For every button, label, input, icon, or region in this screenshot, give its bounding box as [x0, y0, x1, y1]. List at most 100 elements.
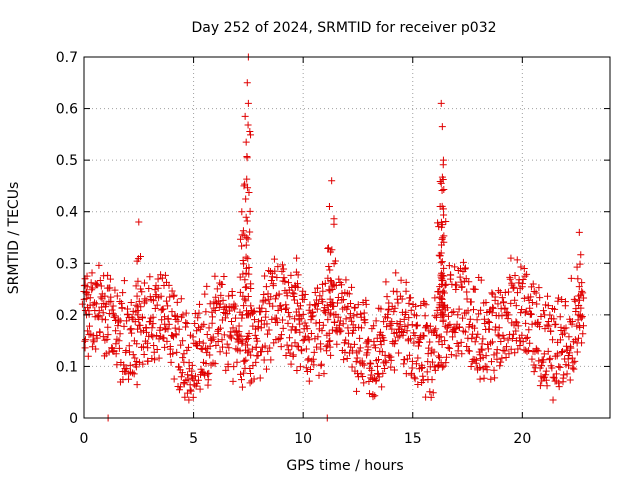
- data-point: [364, 346, 372, 354]
- data-point: [236, 288, 244, 296]
- data-point: [529, 280, 537, 288]
- data-point: [440, 185, 448, 193]
- data-point: [487, 358, 495, 366]
- data-point: [427, 349, 435, 357]
- data-point: [177, 373, 185, 381]
- y-tick-label: 0.4: [56, 205, 78, 221]
- data-point: [410, 339, 418, 347]
- data-point: [400, 315, 408, 323]
- data-point: [436, 252, 444, 260]
- data-point: [184, 375, 192, 383]
- data-point: [250, 307, 258, 315]
- data-point: [374, 362, 382, 370]
- data-point: [241, 232, 249, 240]
- data-point: [115, 337, 123, 345]
- data-point: [347, 343, 355, 351]
- data-point: [133, 381, 141, 389]
- data-point: [106, 284, 114, 292]
- data-point: [378, 348, 386, 356]
- data-point: [101, 316, 109, 324]
- data-point: [485, 325, 493, 333]
- data-point: [528, 355, 536, 363]
- data-point: [115, 318, 123, 326]
- data-point: [280, 274, 288, 282]
- data-point: [247, 351, 255, 359]
- data-point: [248, 345, 256, 353]
- data-point: [244, 334, 252, 342]
- x-tick-label: 0: [80, 431, 89, 447]
- data-point: [164, 302, 172, 310]
- data-point: [132, 282, 140, 290]
- data-point: [576, 323, 584, 331]
- data-point: [302, 364, 310, 372]
- data-point: [463, 342, 471, 350]
- y-tick-label: 0.6: [56, 102, 78, 118]
- data-point: [324, 244, 332, 252]
- x-tick-label: 20: [513, 431, 531, 447]
- data-point: [182, 309, 190, 317]
- data-point: [450, 308, 458, 316]
- data-point: [439, 176, 447, 184]
- data-point: [408, 357, 416, 365]
- data-point: [297, 315, 305, 323]
- data-point: [384, 306, 392, 314]
- data-point: [244, 121, 252, 129]
- data-point: [550, 315, 558, 323]
- y-tick-label: 0: [69, 411, 78, 427]
- data-point: [179, 354, 187, 362]
- data-point: [495, 332, 503, 340]
- data-point: [447, 271, 455, 279]
- data-point: [360, 361, 368, 369]
- data-point: [326, 337, 334, 345]
- data-point: [437, 241, 445, 249]
- data-point: [576, 296, 584, 304]
- data-point: [448, 309, 456, 317]
- data-point: [534, 347, 542, 355]
- data-point: [314, 333, 322, 341]
- data-point: [244, 99, 252, 107]
- data-point: [554, 294, 562, 302]
- data-point: [339, 320, 347, 328]
- data-point: [573, 263, 581, 271]
- data-point: [176, 383, 184, 391]
- data-point: [116, 330, 124, 338]
- data-point: [437, 271, 445, 279]
- data-point: [134, 311, 142, 319]
- data-point: [293, 342, 301, 350]
- data-point: [296, 328, 304, 336]
- data-point: [504, 311, 512, 319]
- data-point: [144, 357, 152, 365]
- data-point: [536, 323, 544, 331]
- data-point: [576, 260, 584, 268]
- data-point: [533, 300, 541, 308]
- data-point: [317, 360, 325, 368]
- data-point: [474, 330, 482, 338]
- data-point: [437, 99, 445, 107]
- data-point: [102, 350, 110, 358]
- data-point: [540, 350, 548, 358]
- data-point: [273, 314, 281, 322]
- data-point: [85, 322, 93, 330]
- data-point: [88, 269, 96, 277]
- data-point: [222, 366, 230, 374]
- data-point: [177, 295, 185, 303]
- data-point: [88, 286, 96, 294]
- data-point: [496, 362, 504, 370]
- data-point: [387, 356, 395, 364]
- data-point: [371, 392, 379, 400]
- data-point: [299, 337, 307, 345]
- data-point: [528, 299, 536, 307]
- data-point: [319, 321, 327, 329]
- data-point: [95, 261, 103, 269]
- data-point: [215, 297, 223, 305]
- data-point: [489, 304, 497, 312]
- data-point: [368, 366, 376, 374]
- data-point: [506, 273, 514, 281]
- data-point: [504, 288, 512, 296]
- data-point: [173, 313, 181, 321]
- data-point: [348, 317, 356, 325]
- data-point: [325, 337, 333, 345]
- data-point: [183, 389, 191, 397]
- data-point: [440, 264, 448, 272]
- data-point: [127, 299, 135, 307]
